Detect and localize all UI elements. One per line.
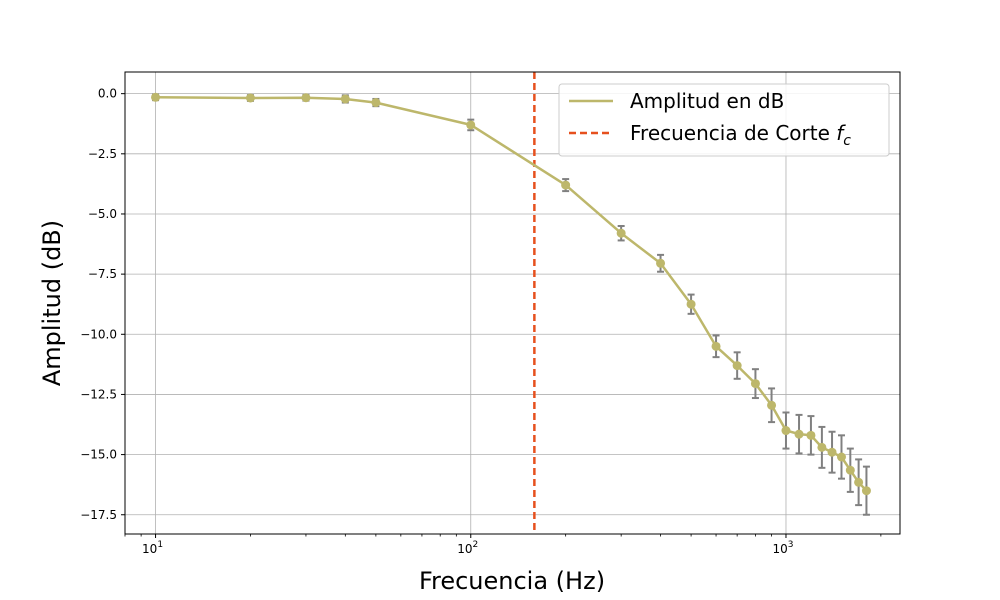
data-point xyxy=(686,299,696,309)
y-tick-label: −7.5 xyxy=(88,267,117,281)
y-tick-label: −17.5 xyxy=(80,508,117,522)
data-point xyxy=(151,92,161,102)
y-tick-label: 0.0 xyxy=(98,87,117,101)
data-point xyxy=(794,429,804,439)
x-tick-label: 103 xyxy=(772,540,793,556)
x-tick-label: 101 xyxy=(142,540,163,556)
data-point xyxy=(767,400,777,410)
data-point xyxy=(827,447,837,457)
plot-frame xyxy=(124,71,901,535)
data-point xyxy=(781,426,791,436)
data-point xyxy=(466,120,476,130)
legend: Amplitud en dB Frecuencia de Corte fc xyxy=(558,83,890,157)
axis-ticks: 0.0 −2.5 −5.0 −7.5 −10.0 −12.5 −15.0 −17.5 101 10… xyxy=(80,87,882,556)
data-point xyxy=(836,452,846,462)
x-axis-title: Frecuencia (Hz) xyxy=(419,567,605,595)
data-point xyxy=(711,341,721,351)
data-point xyxy=(245,93,255,103)
y-tick-label: −10.0 xyxy=(80,327,117,341)
data-point xyxy=(561,180,571,190)
data-point xyxy=(845,465,855,475)
y-tick-label: −5.0 xyxy=(88,207,117,221)
data-point xyxy=(861,486,871,496)
legend-box xyxy=(558,83,890,157)
data-point xyxy=(371,98,381,108)
plot-data xyxy=(151,72,871,534)
y-tick-label: −12.5 xyxy=(80,387,117,401)
data-point xyxy=(817,442,827,452)
y-tick-label: −2.5 xyxy=(88,147,117,161)
y-tick-label: −15.0 xyxy=(80,448,117,462)
y-axis-title: Amplitud (dB) xyxy=(38,220,66,386)
data-point xyxy=(806,430,816,440)
legend-label-cutoff: Frecuencia de Corte fc xyxy=(630,121,851,149)
data-point xyxy=(340,94,350,104)
data-point xyxy=(301,93,311,103)
data-point xyxy=(750,379,760,389)
data-point xyxy=(854,477,864,487)
data-point xyxy=(656,258,666,268)
legend-label-amplitud: Amplitud en dB xyxy=(630,89,784,113)
data-point xyxy=(732,361,742,371)
data-point xyxy=(616,228,626,238)
x-tick-label: 102 xyxy=(457,540,478,556)
